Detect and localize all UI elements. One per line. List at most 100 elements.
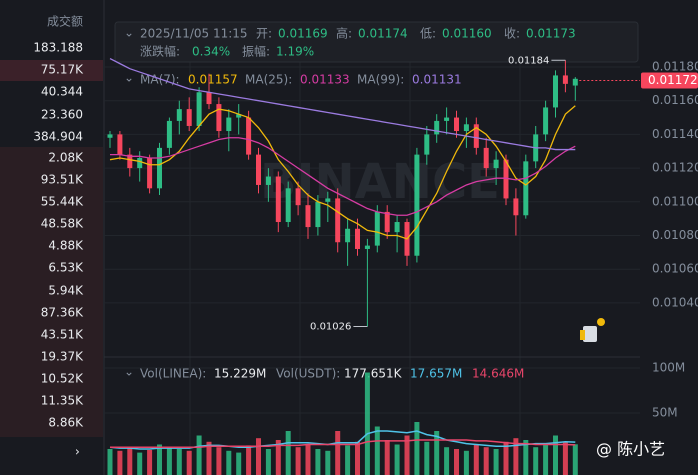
- candle-body: [117, 134, 123, 155]
- volume-bar: [463, 450, 469, 475]
- candle-body: [562, 75, 568, 84]
- candle-body: [265, 176, 271, 185]
- candle-body: [226, 117, 232, 132]
- volume-bar: [107, 449, 113, 475]
- info-label: 高:: [336, 26, 352, 41]
- candle-body: [256, 154, 261, 185]
- sidebar-value: 43.51K: [41, 328, 84, 342]
- candle-body: [236, 114, 242, 118]
- volume-bar: [404, 435, 410, 475]
- candle-body: [355, 228, 360, 249]
- collapse-caret[interactable]: ⌄: [124, 26, 134, 40]
- candle-body: [572, 78, 578, 86]
- info-label: 振幅:: [242, 44, 270, 59]
- sidebar-value: 48.58K: [41, 217, 84, 231]
- alert-icon[interactable]: [580, 318, 605, 342]
- sidebar-value: 10.52K: [41, 372, 84, 386]
- volume-bar: [325, 450, 331, 475]
- ma-line: [110, 137, 576, 216]
- y-tick-label: 0.01140: [652, 127, 698, 141]
- volume-bar: [206, 441, 212, 475]
- candle-body: [246, 117, 252, 155]
- candle-body: [325, 198, 331, 202]
- info-label: 涨跌幅:: [140, 44, 180, 59]
- sidebar-header: 成交额: [47, 14, 83, 29]
- volume-bar: [543, 444, 549, 475]
- vol-value: 14.646M: [472, 367, 524, 381]
- grid: [104, 40, 640, 475]
- volume-bar: [345, 445, 351, 475]
- info-value: 0.01173: [526, 27, 576, 41]
- candle-body: [364, 245, 370, 249]
- vol-ma-line: [110, 439, 576, 448]
- volume-bar: [117, 450, 123, 475]
- volume-bar: [533, 447, 539, 475]
- collapse-caret[interactable]: ⌄: [124, 365, 134, 379]
- volume-bar: [503, 441, 509, 475]
- candle-body: [483, 147, 489, 169]
- volume-bar: [226, 450, 232, 475]
- candle-body: [137, 157, 143, 169]
- sidebar-value: 75.17K: [41, 63, 84, 77]
- candle-body: [186, 109, 192, 126]
- candle-body: [345, 228, 351, 243]
- vol-value: 177.651K: [344, 367, 403, 381]
- info-value: 0.01160: [442, 27, 492, 41]
- volume-bar: [315, 449, 321, 475]
- low-label: 0.01026: [310, 321, 351, 332]
- candle-body: [543, 107, 549, 135]
- volume-bar: [127, 447, 133, 475]
- sidebar-value: 5.94K: [48, 284, 84, 298]
- sidebar-value: 19.37K: [41, 350, 84, 364]
- candle-body: [127, 154, 133, 169]
- credit: @ 陈小艺: [596, 440, 665, 459]
- ma-line: [109, 105, 576, 240]
- candle-body: [414, 154, 420, 256]
- volume-bar: [275, 440, 281, 475]
- volume-bar: [384, 440, 390, 475]
- volume-bar: [364, 372, 370, 475]
- ma-label: MA(99):: [357, 73, 404, 87]
- volume-bar: [454, 449, 459, 475]
- info-label: 收:: [504, 27, 520, 41]
- y-tick-label: 0.01160: [652, 93, 698, 107]
- info-value: 1.19%: [276, 45, 314, 59]
- candle-body: [493, 159, 499, 169]
- info-value: 0.01174: [358, 27, 408, 41]
- expand-arrow[interactable]: ›: [75, 445, 80, 459]
- sidebar-value: 93.51K: [41, 173, 84, 187]
- candle-body: [147, 157, 153, 189]
- volume-bar: [414, 422, 420, 475]
- candle-body: [553, 75, 558, 108]
- candle-body: [285, 188, 291, 223]
- y-tick-label: 0.01120: [652, 161, 698, 175]
- volume-bar: [553, 435, 558, 475]
- sidebar-value: 2.08K: [48, 151, 84, 165]
- candle-body: [166, 120, 172, 148]
- volume-bar: [295, 447, 301, 475]
- ma-line: [109, 57, 576, 151]
- vol-tick-label: 100M: [652, 361, 685, 375]
- volume-bar: [246, 445, 252, 475]
- info-time: 2025/11/05 11:15: [140, 27, 248, 41]
- volume-bar: [513, 438, 519, 475]
- candle-body: [444, 117, 450, 121]
- candle-body: [275, 176, 281, 223]
- volume-bar: [394, 444, 400, 475]
- sidebar-value: 23.360: [41, 108, 83, 122]
- candle-body: [305, 205, 311, 228]
- volume-bar: [166, 447, 172, 475]
- y-tick-label: 0.01100: [652, 194, 698, 208]
- collapse-caret[interactable]: ⌄: [124, 71, 134, 85]
- volume-bar: [236, 452, 242, 475]
- sell-depth: [0, 147, 103, 437]
- candle-body: [473, 124, 479, 148]
- candle-body: [196, 92, 202, 126]
- last-price-label: 0.01172: [648, 73, 698, 87]
- last-price-tag: [641, 72, 698, 89]
- volume-bar: [562, 441, 568, 475]
- volume-bar: [434, 431, 440, 475]
- volume-bar: [157, 444, 162, 475]
- candle-body: [503, 159, 509, 199]
